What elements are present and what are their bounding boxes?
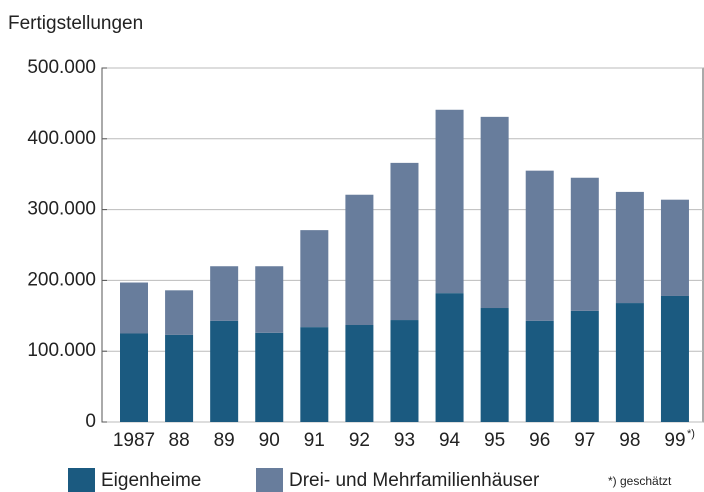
x-tick-label: 97 (574, 430, 595, 451)
y-tick-label: 400.000 (27, 128, 96, 149)
x-tick-label: 89 (214, 430, 235, 451)
y-tick-label: 500.000 (27, 57, 96, 78)
bar-segment (480, 308, 509, 422)
bar-segment (480, 116, 509, 309)
bar-segment (165, 334, 194, 422)
chart-title: Fertigstellungen (8, 13, 143, 34)
bar-segment (570, 310, 599, 422)
bar-segment (255, 266, 284, 333)
bar-segment (255, 332, 284, 422)
bar-segment (300, 230, 329, 328)
x-tick-label: 98 (619, 430, 640, 451)
bar-segment (345, 194, 374, 326)
bar-segment (210, 320, 239, 422)
footnote: *) geschätzt (608, 474, 672, 488)
x-tick-label: 88 (169, 430, 190, 451)
y-tick-label: 300.000 (27, 199, 96, 220)
bar-segment (570, 177, 599, 311)
x-tick-label: 93 (394, 430, 415, 451)
legend-swatch (68, 468, 95, 492)
bar-segment (660, 295, 689, 422)
bar-segment (120, 333, 148, 422)
bar-segment (210, 266, 239, 321)
bar-segment (120, 282, 148, 334)
bar-segment (435, 293, 464, 422)
legend-swatch (256, 468, 283, 492)
x-tick-label: 1987 (113, 430, 155, 451)
x-tick-label: 92 (349, 430, 370, 451)
legend-label: Drei- und Mehrfamilienhäuser (289, 470, 540, 491)
x-tick-label: 91 (304, 430, 325, 451)
y-tick-label: 100.000 (27, 340, 96, 361)
bar-segment (300, 327, 329, 422)
bar-segment (525, 170, 554, 321)
bar-segment (615, 191, 644, 304)
x-tick-label: 99 (664, 430, 685, 451)
bar-segment (390, 320, 419, 422)
bar-segment (345, 325, 374, 422)
category-note: *) (687, 428, 695, 440)
x-tick-label: 96 (529, 430, 550, 451)
legend-label: Eigenheime (101, 470, 201, 491)
bar-segment (660, 199, 689, 296)
x-tick-label: 90 (259, 430, 280, 451)
x-tick-label: 94 (439, 430, 461, 451)
bar-segment (615, 303, 644, 422)
y-tick-label: 0 (85, 411, 96, 432)
bar-segment (390, 162, 419, 321)
bar-segment (435, 109, 464, 294)
y-tick-label: 200.000 (27, 269, 96, 290)
bar-segment (525, 320, 554, 422)
bar-segment (165, 290, 194, 335)
x-tick-label: 95 (484, 430, 505, 451)
